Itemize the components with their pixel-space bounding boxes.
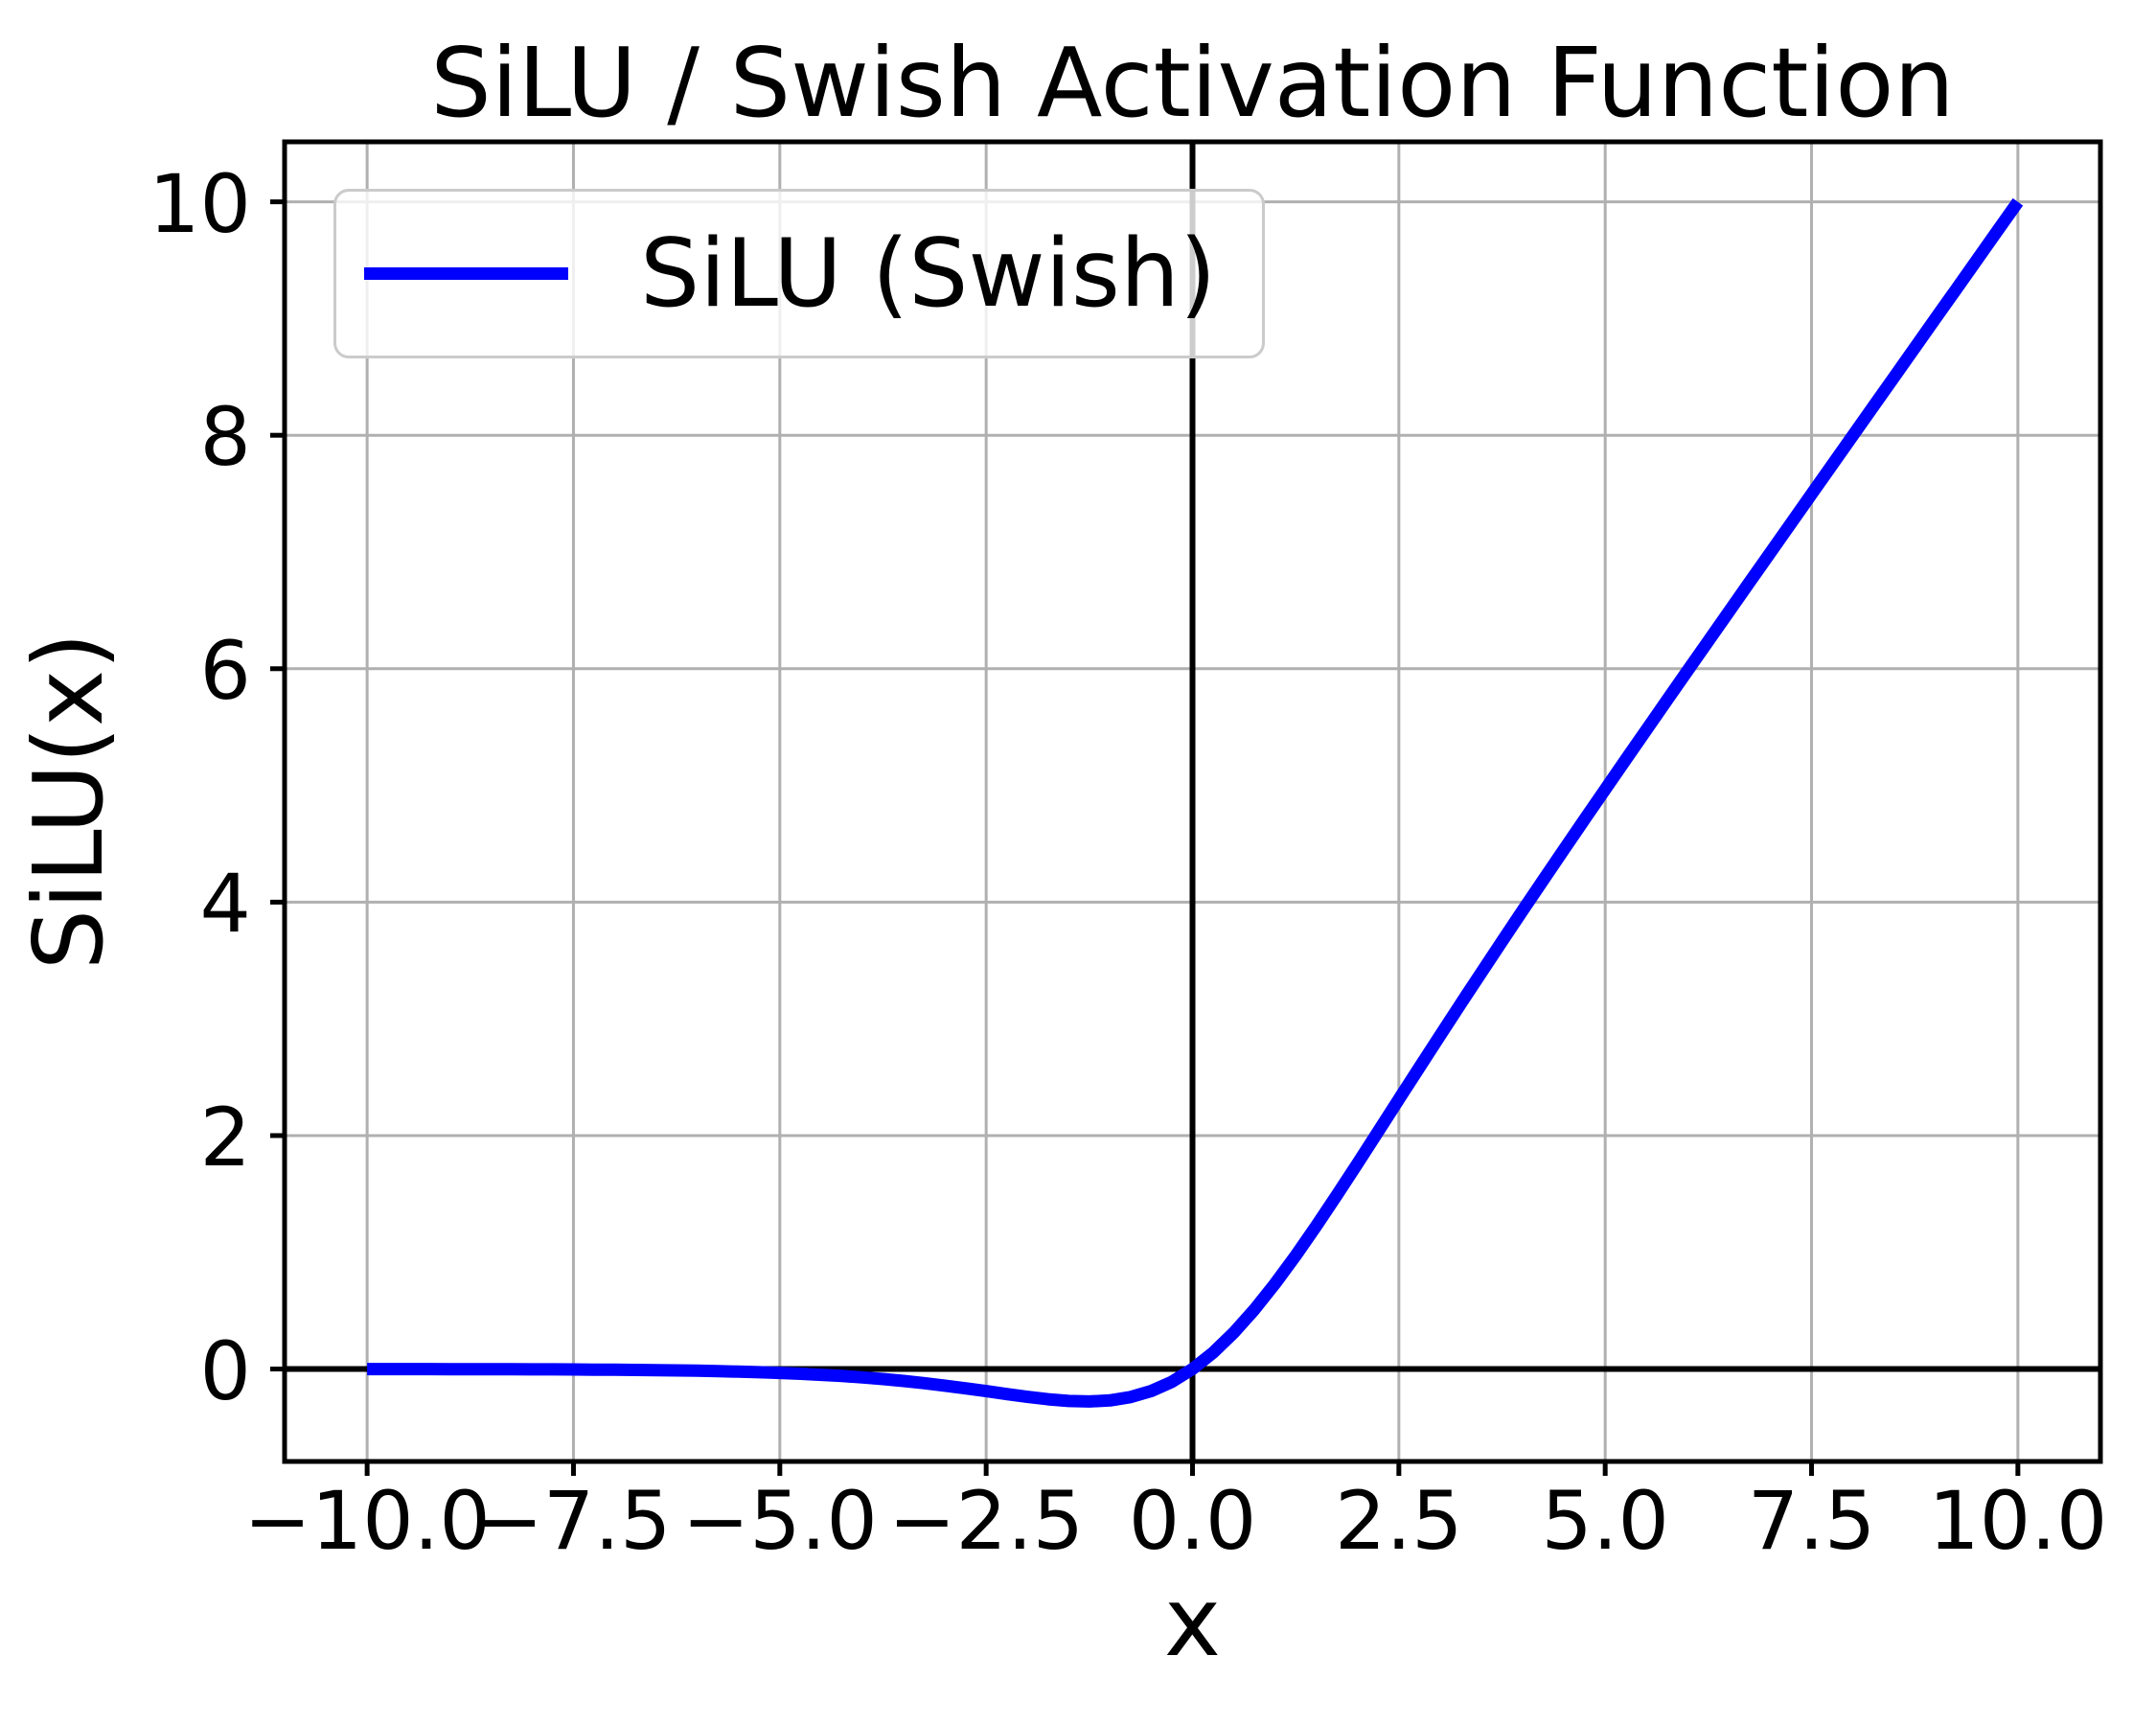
x-tick-label: −2.5 [888,1474,1085,1568]
y-tick-label: 0 [199,1323,251,1418]
legend-line-sample [364,267,568,280]
x-tick-label: −5.0 [681,1474,878,1568]
x-tick-label: −7.5 [475,1474,672,1568]
y-tick-label: 6 [199,623,251,718]
x-tick-label: 5.0 [1541,1474,1669,1568]
x-tick-label: 2.5 [1335,1474,1463,1568]
legend-label: SiLU (Swish) [640,218,1217,329]
silu-curve [367,197,2024,1408]
x-tick-label: 10.0 [1928,1474,2108,1568]
y-tick-label: 2 [199,1090,251,1184]
x-tick-label: 0.0 [1128,1474,1257,1568]
x-axis-label: x [1163,1566,1222,1678]
y-tick-label: 10 [149,156,251,251]
x-tick-label: 7.5 [1747,1474,1876,1568]
x-tick-label: −10.0 [243,1474,491,1568]
y-tick-label: 4 [199,857,251,952]
chart-title: SiLU / Swish Activation Function [430,27,1955,139]
legend: SiLU (Swish) [333,189,1265,358]
y-tick-label: 8 [199,390,251,485]
